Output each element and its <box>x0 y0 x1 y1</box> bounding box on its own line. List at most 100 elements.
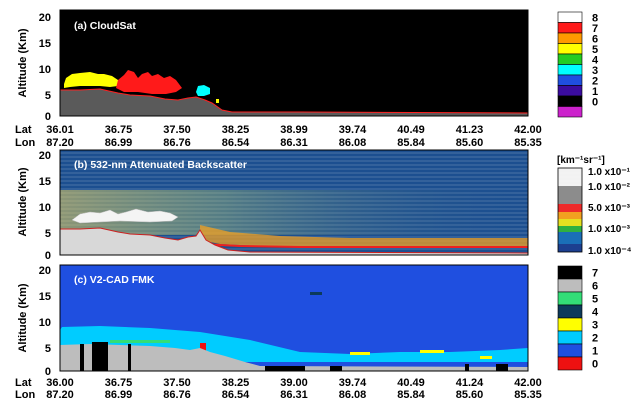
panel-a-ytick: 15 <box>39 38 51 50</box>
cb-c-label: 3 <box>592 320 598 332</box>
panel-c-black-block <box>496 364 508 371</box>
cb-b-label: 1.0 x10⁻¹ <box>588 167 631 178</box>
panel-c-black-block <box>80 344 84 371</box>
cb-c-swatch <box>557 356 583 371</box>
cb-c-label: 1 <box>592 346 598 358</box>
cb-b-swatch-white-lines <box>558 168 582 186</box>
cb-b-label: 5.0 x10⁻³ <box>588 203 631 214</box>
cb-b-swatch-gray <box>558 186 582 204</box>
panel-a-lat-label: Lat <box>15 124 32 136</box>
cb-c-swatch <box>557 278 583 293</box>
panel-c-title: (c) V2-CAD FMK <box>74 274 155 286</box>
panel-b-ylabel: Altitude (Km) <box>17 167 29 236</box>
panel-c-black-block <box>128 344 131 371</box>
panel-a-lat-tick: 36.75 <box>105 124 133 136</box>
panel-b-colorbar: 1.0 x10⁻¹ 1.0 x10⁻² 5.0 x10⁻³ 1.0 x10⁻³ … <box>557 167 632 257</box>
panel-b-ytick: 15 <box>39 176 51 188</box>
panel-a-cloud-red <box>116 70 182 94</box>
panel-c-black-block <box>265 366 305 371</box>
cb-b-label: 1.0 x10⁻⁴ <box>588 246 632 257</box>
panel-b-aerosol-layer <box>200 225 528 246</box>
cb-a-swatch <box>557 95 583 107</box>
panel-b-terrain <box>59 227 529 256</box>
panel-a-ytick: 5 <box>45 90 51 102</box>
panel-a-lon-tick: 86.99 <box>105 137 133 149</box>
panel-a-lon-tick: 86.54 <box>222 137 250 149</box>
panel-b-surface-line <box>199 243 528 248</box>
cb-a-swatch <box>557 11 583 23</box>
panel-a-lat-tick: 39.74 <box>339 124 367 136</box>
panel-a-lat-ticks: 36.01 36.75 37.50 38.25 38.99 39.74 40.49 41.23… <box>46 124 542 136</box>
cb-c-label: 2 <box>592 333 598 345</box>
panel-c-lat-tick: 38.25 <box>222 377 250 389</box>
panel-b-ytick: 0 <box>45 250 51 262</box>
cb-a-swatch <box>557 64 583 76</box>
panel-b-ytick: 5 <box>45 228 51 240</box>
panel-c-lon-label: Lon <box>15 389 35 399</box>
panel-a-terrain <box>59 88 529 117</box>
panel-c-lon-tick: 86.31 <box>280 389 308 399</box>
panel-a-ytick: 20 <box>39 12 51 24</box>
panel-c-yellow-bit <box>480 356 492 359</box>
cb-c-swatch <box>557 291 583 306</box>
panel-a-lat-tick: 37.50 <box>163 124 191 136</box>
cb-a-label: 1 <box>592 86 598 98</box>
panel-a-yticks: 20 15 10 5 0 <box>39 12 51 123</box>
panel-a-lat-tick: 40.49 <box>397 124 425 136</box>
cb-c-label: 0 <box>592 359 598 371</box>
cb-a-label: 4 <box>592 54 599 66</box>
panel-a-lat-tick: 38.25 <box>222 124 250 136</box>
panel-a-lon-tick: 87.20 <box>46 137 74 149</box>
cb-b-swatch-orange <box>558 212 582 219</box>
cb-a-label: 5 <box>592 44 598 56</box>
panel-a-lon-tick: 85.60 <box>456 137 484 149</box>
panel-c-lon-tick: 85.84 <box>397 389 425 399</box>
panel-a-lat-tick: 38.99 <box>280 124 308 136</box>
panel-c-black-block <box>92 342 108 371</box>
panel-c-ytick: 0 <box>45 366 51 378</box>
cb-a-label: 2 <box>592 75 598 87</box>
panel-c-lon-tick: 86.54 <box>222 389 250 399</box>
panel-c-green-layer <box>110 340 170 343</box>
panel-c-yticks: 20 15 10 5 0 <box>39 265 51 378</box>
panel-c-ytick: 10 <box>39 317 51 329</box>
panel-c-red-bit <box>200 343 206 351</box>
cb-b-swatch-red <box>558 204 582 212</box>
panel-c-lat-tick: 37.50 <box>163 377 191 389</box>
panel-b-title: (b) 532-nm Attenuated Backscatter <box>74 159 247 171</box>
cb-a-swatch <box>557 74 583 86</box>
panel-c-yellow-bit <box>350 352 370 355</box>
cb-b-swatch-yellow <box>558 219 582 226</box>
panel-c-lon-tick: 85.35 <box>514 389 542 399</box>
cb-c-swatch <box>557 330 583 345</box>
panel-a-title: (a) CloudSat <box>74 20 136 32</box>
cb-a-swatch <box>557 85 583 97</box>
cb-c-label: 6 <box>592 281 598 293</box>
panel-a-cloud-cyan <box>196 85 210 96</box>
panel-a-ytick: 0 <box>45 111 51 123</box>
panel-a-lon-tick: 86.08 <box>339 137 367 149</box>
cb-c-swatch <box>557 317 583 332</box>
panel-a-lat-tick: 42.00 <box>514 124 542 136</box>
cb-b-label: 1.0 x10⁻³ <box>588 224 631 235</box>
cb-a-label: 6 <box>592 33 598 45</box>
panel-c-lon-tick: 86.99 <box>105 389 133 399</box>
panel-a-lon-tick: 86.76 <box>163 137 191 149</box>
panel-a-cloud-yellow <box>64 72 118 88</box>
cb-c-label: 4 <box>592 307 599 319</box>
panel-a-lat-tick: 41.23 <box>456 124 484 136</box>
panel-c: (c) V2-CAD FMK Altitude (Km) 20 15 10 5 … <box>15 264 599 399</box>
panel-a-lon-label: Lon <box>15 137 35 149</box>
cb-a-swatch <box>557 53 583 65</box>
cb-a-label: 7 <box>592 23 598 35</box>
cb-b-frame <box>557 167 583 253</box>
panel-a-lon-tick: 85.35 <box>514 137 542 149</box>
cb-a-swatch <box>557 32 583 44</box>
cb-b-swatch-green <box>558 226 582 232</box>
panel-c-lon-tick: 86.76 <box>163 389 191 399</box>
panel-c-ytick: 15 <box>39 291 51 303</box>
panel-a-lat-tick: 36.01 <box>46 124 74 136</box>
cb-c-swatch <box>557 304 583 319</box>
